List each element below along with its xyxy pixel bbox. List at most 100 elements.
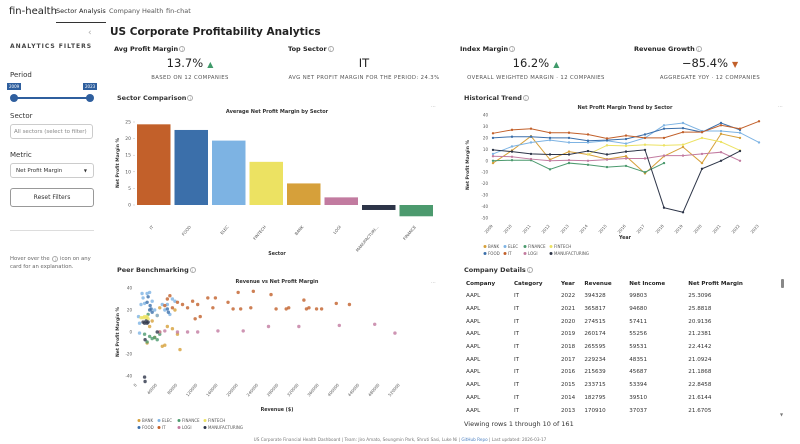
point-it: [548, 131, 552, 134]
info-icon[interactable]: i: [526, 267, 533, 273]
table-cell: AAPL: [466, 382, 481, 389]
reset-filters-button[interactable]: Reset Filters: [10, 188, 94, 207]
github-repo-link[interactable]: GitHub Repo: [461, 437, 488, 442]
bar-logi: [324, 197, 358, 205]
info-icon[interactable]: i: [509, 46, 516, 52]
metric-label: Metric: [10, 151, 32, 159]
point-food: [605, 138, 609, 142]
column-header[interactable]: Company: [466, 280, 496, 287]
period-label: Period: [10, 71, 32, 79]
kpi-value: 16.2% ▲: [512, 56, 560, 70]
info-icon: i: [52, 255, 59, 262]
table-row[interactable]: AAPL IT 2013 170910 37037 21.6705: [466, 404, 778, 417]
chart-title: Net Profit Margin Trend by Sector: [578, 105, 673, 111]
point-fintech: [700, 136, 704, 140]
point-logi: [700, 152, 704, 156]
point-it: [529, 127, 533, 130]
table-scrollbar-thumb[interactable]: [781, 279, 784, 288]
kpi-title: Top Sector i: [288, 45, 334, 53]
table-cell: IT: [513, 306, 520, 313]
sector-select[interactable]: All sectors (select to filter): [10, 124, 93, 139]
x-tick-label: FOOD: [181, 224, 192, 236]
scatter-point-elec: [137, 331, 142, 335]
metric-select[interactable]: Net Profit Margin ▼: [10, 163, 94, 178]
x-tick-label: IT: [148, 224, 155, 230]
bar-food: [174, 129, 208, 205]
scatter-point-elec: [170, 297, 175, 301]
x-tick-label: 440000: [347, 382, 361, 397]
x-tick-label: 2015: [597, 223, 608, 234]
tab-fin-chat[interactable]: fin-chat: [166, 7, 191, 15]
peer-scatter-chart: Revenue vs Net Profit Margin -40 -20 0 20 40 N…: [115, 279, 401, 430]
point-food: [681, 126, 685, 130]
column-header[interactable]: Year: [560, 280, 575, 287]
kpi-title: Revenue Growth i: [634, 45, 702, 53]
table-row[interactable]: AAPL IT 2015 233715 53394 22.8458: [466, 379, 778, 392]
scatter-point-it: [269, 292, 273, 297]
page-title: US Corporate Profitability Analytics: [110, 26, 321, 38]
column-header[interactable]: Net Profit Margin: [688, 280, 743, 287]
table-cell: 265595: [584, 344, 606, 351]
tab-sector-analysis[interactable]: Sector Analysis: [56, 7, 106, 23]
table-cell: 21.6705: [688, 407, 712, 414]
point-logi: [586, 159, 590, 162]
scatter-point-it: [180, 302, 185, 307]
x-tick-label: 120000: [185, 382, 199, 397]
table-row[interactable]: AAPL IT 2018 265595 59531 22.4142: [466, 341, 778, 354]
line-bank: [492, 133, 741, 175]
point-logi: [624, 157, 628, 160]
y-tick-label: 10: [125, 169, 131, 175]
info-icon[interactable]: i: [189, 267, 196, 273]
table-row[interactable]: AAPL IT 2014 182795 39510 21.6144: [466, 392, 778, 405]
legend-label: BANK: [488, 244, 499, 249]
table-cell: 2018: [560, 344, 576, 351]
column-header[interactable]: Net Income: [629, 280, 666, 287]
scatter-point-it: [175, 300, 180, 304]
point-logi: [643, 157, 647, 160]
column-header[interactable]: Revenue: [584, 280, 612, 287]
point-bank: [491, 161, 495, 165]
period-slider-start-handle[interactable]: [10, 94, 18, 102]
scatter-point-it: [185, 306, 190, 310]
table-row[interactable]: AAPL IT 2017 229234 48351 21.0924: [466, 353, 778, 366]
info-icon[interactable]: i: [187, 95, 194, 101]
x-tick-label: 2017: [635, 223, 646, 234]
period-slider-track[interactable]: [14, 97, 90, 99]
tab-company-health[interactable]: Company Health: [109, 7, 164, 15]
info-icon[interactable]: i: [695, 46, 702, 52]
kpi-value: IT: [358, 56, 370, 70]
x-tick-label: 400000: [326, 382, 340, 397]
table-row[interactable]: AAPL IT 2020 274515 57411 20.9136: [466, 315, 778, 328]
table-cell: IT: [513, 356, 520, 363]
y-tick-label: -40: [125, 374, 132, 379]
chart-menu-icon[interactable]: ···: [431, 280, 436, 286]
table-cell: AAPL: [466, 293, 481, 300]
info-icon[interactable]: i: [179, 46, 186, 52]
period-slider-end-handle[interactable]: [86, 94, 94, 102]
x-tick-label: 2014: [578, 223, 589, 234]
column-header[interactable]: Category: [513, 280, 543, 287]
x-tick-label: 2016: [616, 223, 627, 234]
chart-menu-icon[interactable]: ···: [778, 104, 783, 110]
legend-label: FOOD: [488, 251, 500, 256]
info-icon[interactable]: i: [327, 46, 334, 52]
table-row[interactable]: AAPL IT 2019 260174 55256 21.2381: [466, 328, 778, 341]
chart-menu-icon[interactable]: ···: [431, 104, 436, 110]
collapse-sidebar-icon[interactable]: ‹: [88, 28, 92, 38]
scatter-point-bank: [170, 327, 175, 331]
point-finance: [624, 164, 628, 168]
x-tick-label: 320000: [286, 382, 300, 397]
y-tick-label: 20: [125, 136, 131, 142]
scatter-point-it: [165, 297, 170, 301]
kpi-subtitle: OVERALL WEIGHTED MARGIN · 12 COMPANIES: [467, 75, 605, 81]
x-tick-label: 0: [132, 382, 138, 388]
table-row[interactable]: AAPL IT 2016 215639 45687 21.1868: [466, 366, 778, 379]
legend-label: LOGI: [182, 425, 192, 430]
point-fintech: [662, 144, 666, 147]
info-icon[interactable]: i: [522, 95, 529, 101]
table-row[interactable]: AAPL IT 2022 394328 99803 25.3096: [466, 290, 778, 303]
y-tick-label: -50: [481, 216, 488, 221]
table-row[interactable]: AAPL IT 2021 365817 94680 25.8818: [466, 303, 778, 316]
table-cell: 57411: [629, 318, 648, 325]
scroll-down-icon[interactable]: ▼: [780, 412, 784, 417]
